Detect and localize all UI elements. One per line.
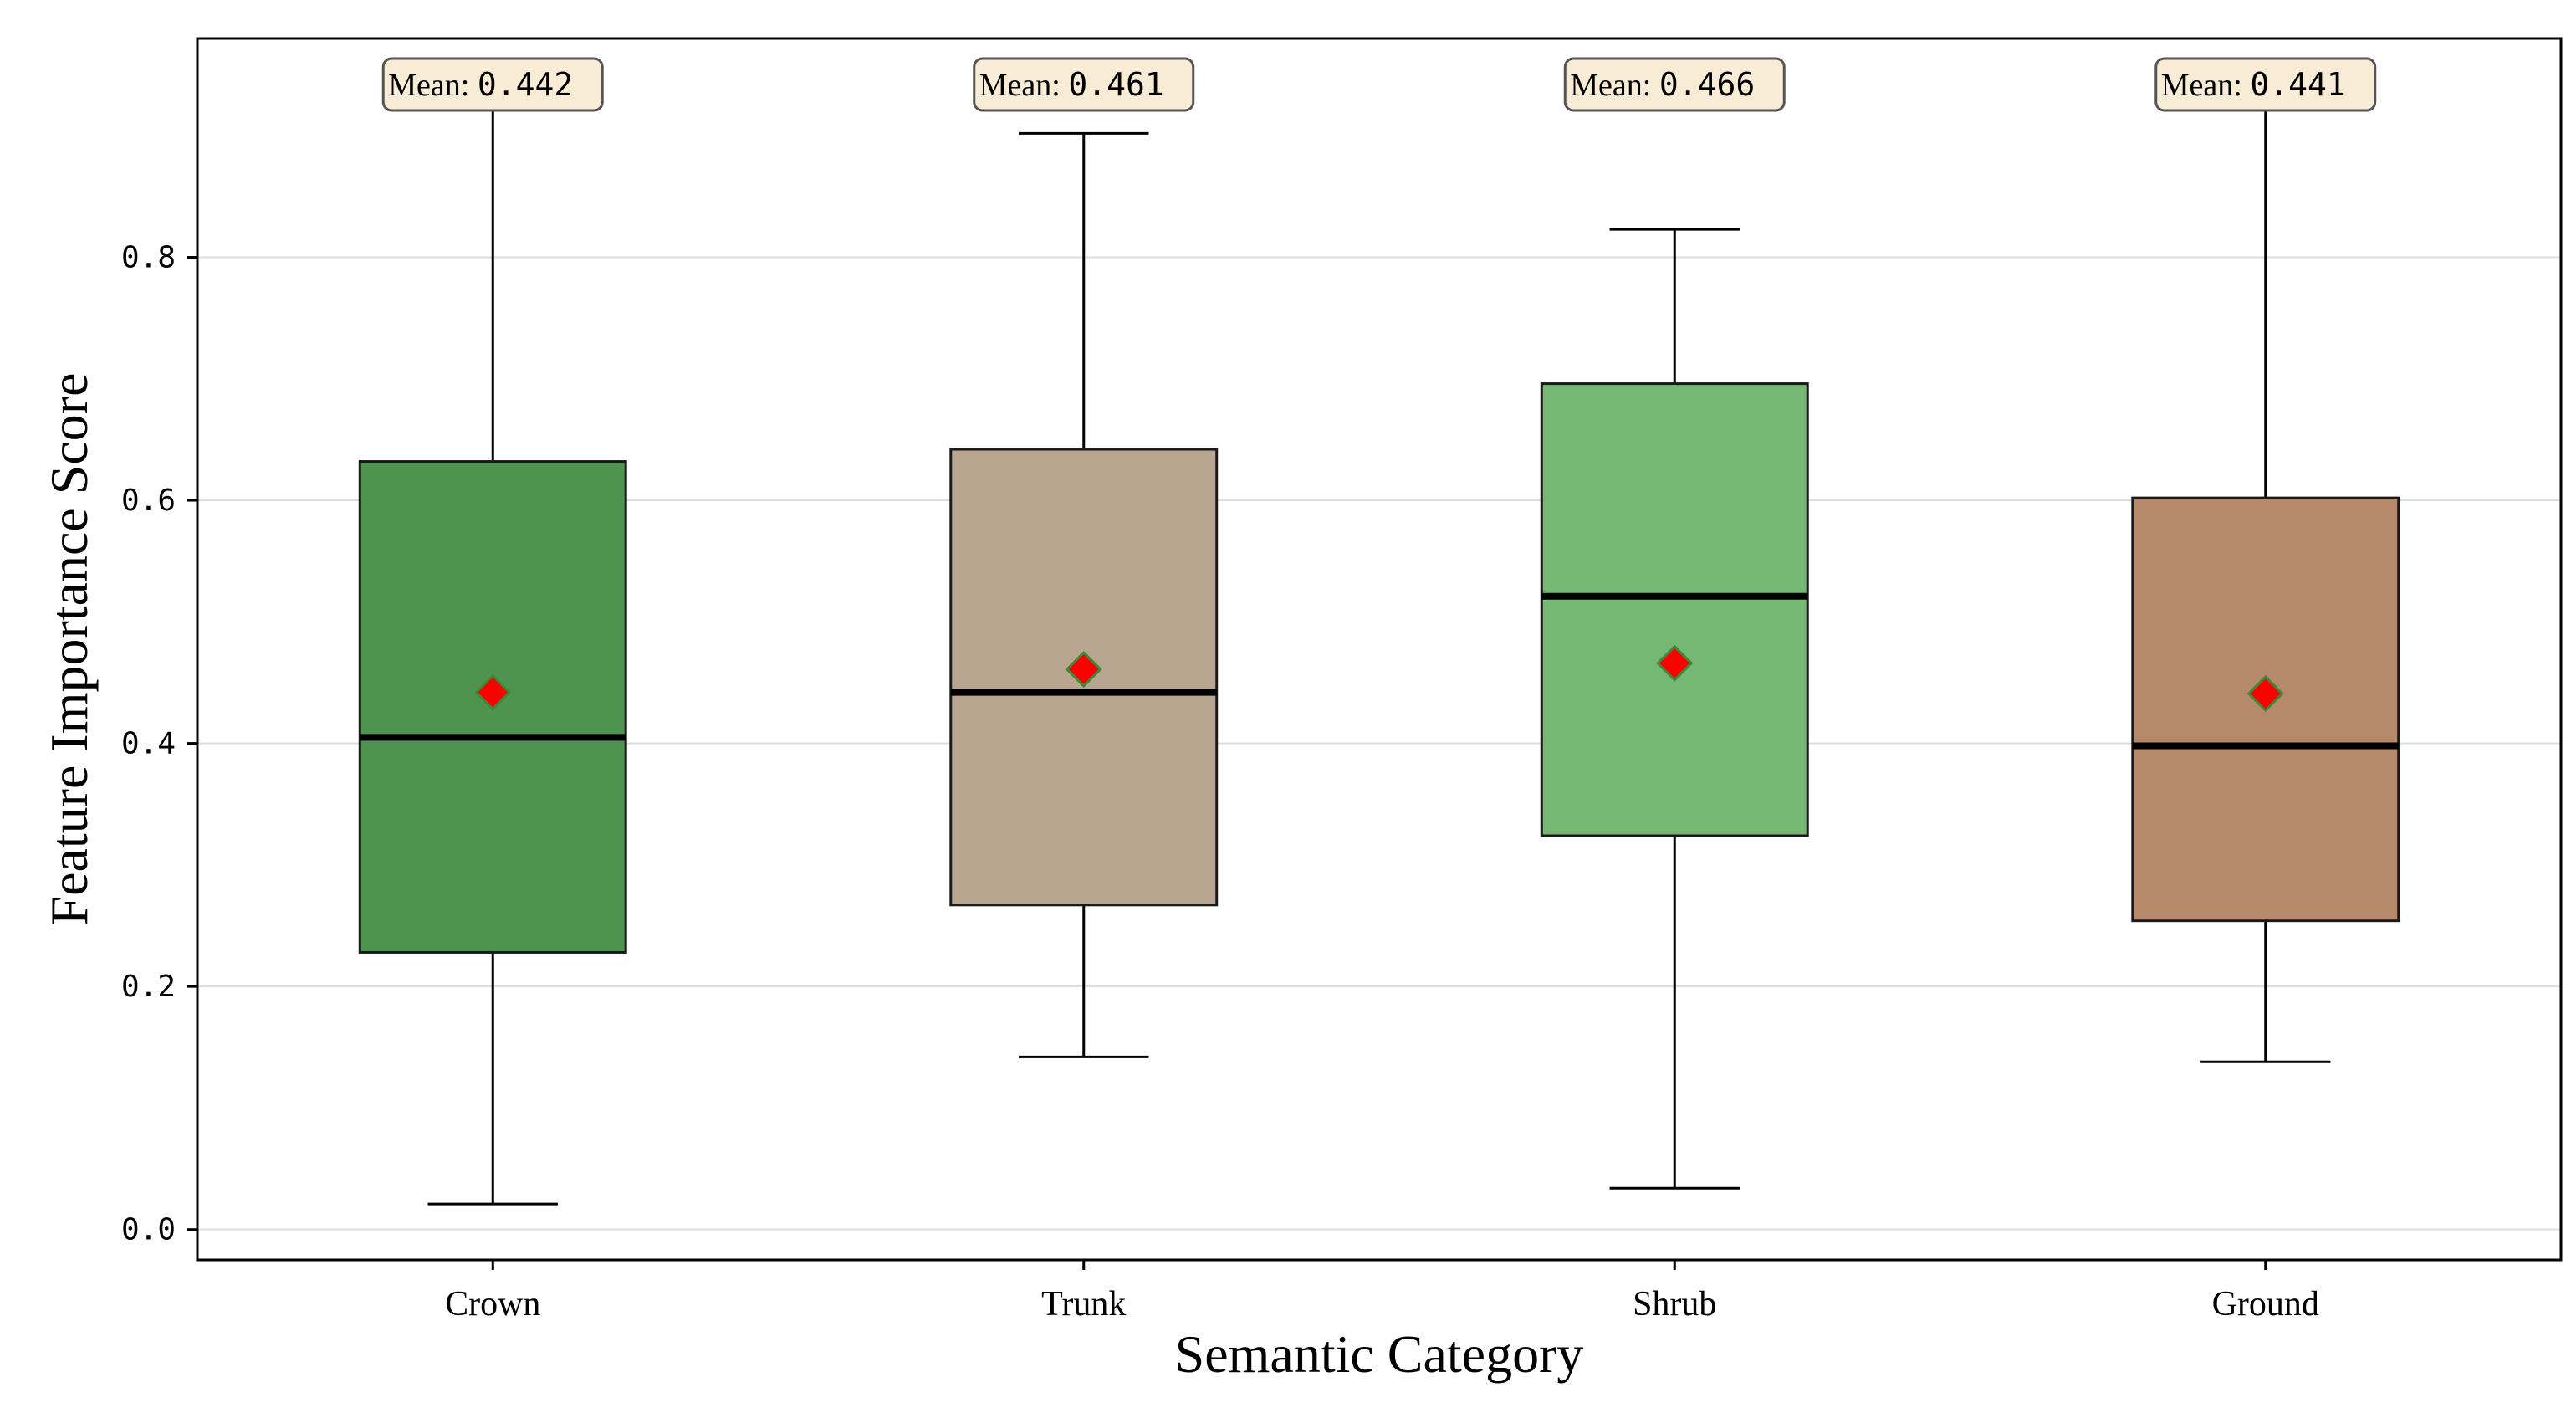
mean-label-box (973, 57, 1195, 112)
mean-marker (1065, 650, 1102, 689)
mean-annotations: Mean: 0.442 Mean: 0.461 Mean: 0.466 Mean: 0… (381, 57, 2377, 112)
y-tick-label: 0.4 (121, 727, 176, 761)
mean-label-text: Mean: 0.441 (2161, 66, 2346, 103)
mean-label-crown: Mean: 0.442 (381, 57, 604, 112)
box-trunk (949, 131, 1219, 1058)
x-tick-label: Trunk (1041, 1285, 1126, 1323)
y-axis: 0.0 0.2 0.4 0.6 0.8 (121, 240, 197, 1247)
y-tick-label: 0.6 (121, 484, 176, 518)
mean-label-text: Mean: 0.442 (388, 66, 573, 103)
x-axis-title: Semantic Category (1175, 1324, 1584, 1384)
mean-label-shrub: Mean: 0.466 (1563, 57, 1786, 112)
x-tick-label: Crown (445, 1285, 540, 1323)
box-crown (358, 95, 627, 1206)
mean-label-text: Mean: 0.461 (979, 66, 1164, 103)
x-tick-label: Shrub (1633, 1285, 1716, 1323)
y-tick-label: 0.8 (121, 240, 176, 274)
box-ground (2131, 98, 2400, 1063)
mean-marker (474, 673, 512, 711)
mean-label-box (2154, 57, 2377, 112)
y-tick-label: 0.2 (121, 970, 176, 1004)
y-tick-label: 0.0 (121, 1213, 176, 1247)
y-axis-title: Feature Importance Score (39, 372, 99, 925)
mean-label-trunk: Mean: 0.461 (973, 57, 1195, 112)
mean-marker (2246, 674, 2284, 713)
x-axis: Crown Trunk Shrub Ground (445, 1260, 2319, 1323)
x-tick-label: Ground (2212, 1285, 2319, 1323)
box-series (358, 95, 2400, 1206)
mean-label-box (1563, 57, 1786, 112)
box-shrub (1540, 228, 1809, 1190)
mean-label-text: Mean: 0.466 (1570, 66, 1755, 103)
mean-label-ground: Mean: 0.441 (2154, 57, 2377, 112)
mean-marker (1656, 644, 1694, 682)
mean-label-box (381, 57, 604, 112)
plot-frame (196, 37, 2563, 1262)
iqr-box (1540, 382, 1809, 837)
iqr-box (358, 460, 627, 954)
